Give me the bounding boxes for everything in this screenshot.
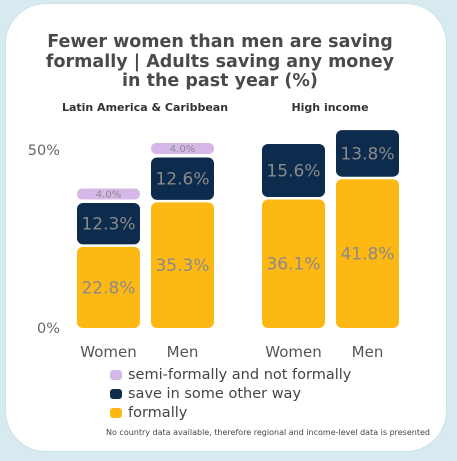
bar-segment — [262, 199, 325, 328]
bar-segment — [77, 203, 140, 245]
legend-label: formally — [128, 405, 188, 421]
data-label: 35.3% — [155, 256, 209, 276]
bar-segment — [77, 188, 140, 200]
category-label: Women — [265, 343, 321, 361]
category-label: Men — [167, 343, 199, 361]
legend-label: save in some other way — [128, 386, 301, 402]
chart-title-line: formally | Adults saving any money — [46, 52, 395, 72]
legend-swatch — [110, 389, 122, 399]
data-label: 41.8% — [340, 245, 394, 265]
bar-segment — [262, 143, 325, 197]
data-label: 12.3% — [81, 215, 135, 235]
y-tick-label: 50% — [28, 143, 60, 159]
data-label: 4.0% — [96, 190, 121, 201]
legend-swatch — [110, 408, 122, 418]
bar-segment — [77, 246, 140, 328]
footnote: No country data available, therefore reg… — [106, 428, 430, 437]
category-label: Women — [80, 343, 136, 361]
data-label: 13.8% — [340, 144, 394, 164]
y-tick-label: 0% — [37, 321, 60, 337]
bar-segment — [336, 130, 399, 177]
chart-title-line: Fewer women than men are saving — [47, 32, 393, 52]
data-label: 12.6% — [155, 170, 209, 190]
category-label: Men — [352, 343, 384, 361]
bar-segment — [151, 142, 214, 154]
data-label: 36.1% — [266, 255, 320, 275]
legend-label: semi-formally and not formally — [128, 367, 352, 383]
legend-swatch — [110, 370, 122, 380]
chart-title-line: in the past year (%) — [122, 71, 318, 91]
data-label: 4.0% — [170, 144, 195, 155]
data-label: 22.8% — [81, 278, 135, 298]
panel-title: Latin America & Caribbean — [62, 101, 228, 114]
panel-title: High income — [291, 101, 368, 114]
bar-segment — [151, 202, 214, 328]
bar-segment — [336, 179, 399, 328]
data-label: 15.6% — [266, 161, 320, 181]
bar-segment — [151, 157, 214, 200]
